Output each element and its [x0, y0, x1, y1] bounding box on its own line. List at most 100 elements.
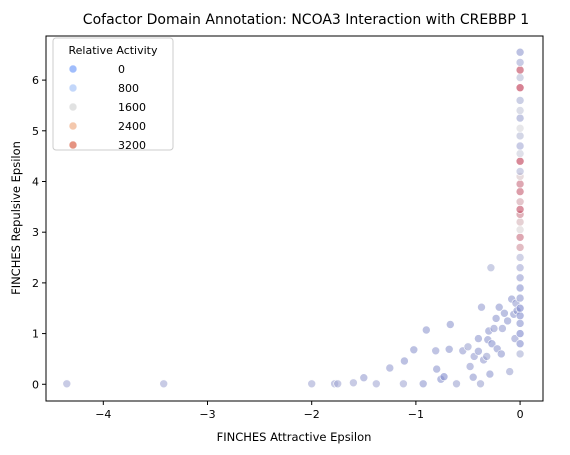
data-point: [463, 342, 473, 352]
data-point: [515, 311, 525, 321]
legend-box: [52, 37, 174, 151]
data-point: [515, 106, 525, 115]
data-point: [431, 346, 441, 356]
data-point: [515, 96, 525, 105]
data-point: [515, 197, 525, 207]
data-point: [515, 124, 525, 133]
plot-frame: [45, 35, 544, 402]
y-tick-label: 1: [32, 328, 39, 341]
data-point: [491, 314, 501, 323]
data-point: [515, 83, 525, 92]
data-point: [485, 369, 495, 379]
data-point: [159, 379, 168, 389]
data-point: [385, 363, 395, 373]
data-point: [510, 334, 520, 343]
y-tick-label: 6: [32, 74, 39, 87]
data-point: [465, 362, 475, 371]
legend-marker: [68, 64, 78, 74]
data-point: [418, 379, 428, 389]
data-point: [400, 356, 409, 366]
data-point: [515, 58, 525, 67]
data-point: [445, 320, 455, 329]
data-point: [333, 379, 343, 389]
data-point: [515, 47, 525, 57]
legend-marker: [68, 121, 78, 131]
x-axis: −4 −3 −2 −1 0: [95, 401, 524, 421]
data-point: [474, 346, 483, 356]
data-point: [515, 263, 525, 273]
data-point: [498, 324, 507, 333]
legend-marker: [68, 140, 78, 150]
data-point: [515, 349, 525, 359]
data-point: [515, 205, 525, 214]
data-point: [307, 379, 317, 389]
legend-marker: [68, 83, 78, 93]
data-point: [515, 329, 525, 338]
data-point: [62, 379, 72, 389]
x-tick-label: −1: [408, 408, 424, 421]
x-tick-label: −3: [199, 408, 215, 421]
data-point: [515, 293, 525, 303]
data-point: [515, 339, 525, 349]
legend-title: Relative Activity: [69, 44, 158, 57]
data-point: [432, 364, 442, 374]
data-point: [515, 187, 525, 196]
data-point: [515, 283, 525, 293]
legend-label: 1600: [118, 101, 146, 114]
data-point: [515, 303, 525, 313]
data-point: [515, 253, 525, 262]
data-point: [515, 131, 525, 141]
data-point: [482, 352, 492, 361]
data-point: [515, 217, 525, 227]
legend-marker: [68, 102, 78, 112]
data-point: [421, 325, 431, 335]
data-point: [515, 167, 525, 176]
data-point: [444, 344, 454, 354]
x-tick-label: −4: [95, 408, 111, 421]
data-point: [515, 65, 525, 75]
data-point: [505, 367, 515, 376]
chart-title: Cofactor Domain Annotation: NCOA3 Intera…: [83, 12, 529, 28]
x-tick-label: −2: [304, 408, 320, 421]
data-point: [349, 378, 358, 388]
y-tick-label: 0: [32, 378, 39, 391]
data-point: [515, 113, 525, 123]
data-point: [515, 225, 525, 234]
data-point: [486, 263, 496, 273]
data-point: [500, 308, 509, 318]
data-point: [399, 379, 408, 389]
legend: Relative Activity 0 800 1600 2400 3200: [52, 37, 174, 152]
x-axis-label: FINCHES Attractive Epsilon: [217, 430, 372, 444]
points-layer: [62, 47, 525, 389]
data-point: [452, 379, 461, 389]
data-point: [515, 179, 525, 189]
legend-label: 0: [118, 63, 125, 76]
data-point: [515, 141, 525, 151]
y-axis-label: FINCHES Repulsive Epsilon: [9, 141, 23, 295]
x-tick-label: 0: [517, 408, 524, 421]
legend-entries: 0 800 1600 2400 3200: [68, 63, 146, 152]
data-point: [515, 156, 525, 166]
data-point: [409, 345, 419, 355]
data-point: [496, 349, 506, 359]
data-point: [439, 372, 449, 382]
data-point: [515, 243, 525, 252]
data-point: [487, 339, 497, 349]
data-point: [515, 73, 525, 82]
y-tick-label: 2: [32, 277, 39, 290]
data-point: [476, 379, 485, 389]
data-point: [371, 379, 381, 389]
data-point: [515, 233, 525, 242]
data-point: [515, 149, 525, 158]
legend-label: 3200: [118, 139, 146, 152]
data-point: [359, 373, 369, 383]
data-point: [515, 319, 525, 328]
y-tick-label: 4: [32, 175, 39, 188]
legend-label: 800: [118, 82, 139, 95]
data-point: [474, 334, 483, 343]
data-point: [515, 273, 525, 283]
data-point: [494, 302, 504, 312]
data-point: [503, 316, 512, 326]
data-point: [477, 302, 486, 312]
